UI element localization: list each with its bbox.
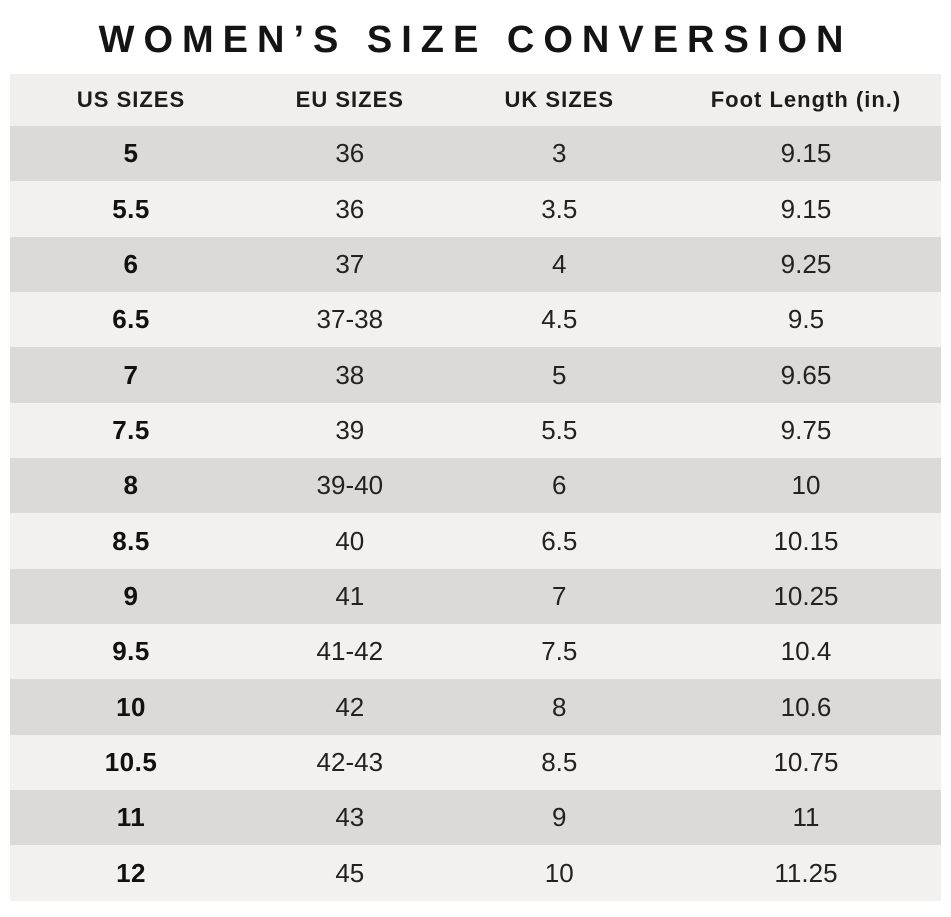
- table-row: 10 42 8 10.6: [10, 679, 941, 735]
- uk-size-cell: 5: [552, 359, 567, 390]
- uk-size-cell: 7.5: [541, 636, 578, 667]
- column-header-uk: UK SIZES: [504, 87, 614, 112]
- foot-length-size-cell: 9.65: [780, 359, 832, 390]
- us-size-cell: 6.5: [112, 304, 150, 335]
- us-size-cell: 7.5: [112, 414, 150, 445]
- table-row: 7 38 5 9.65: [10, 347, 941, 403]
- uk-size-cell: 4.5: [541, 304, 578, 335]
- table-body: 5 36 3 9.15 5.5 36 3.5 9.15 6 37 4 9.25 6.5 37-38 4.5 9…: [10, 126, 941, 901]
- page-title: WOMEN’S SIZE CONVERSION: [98, 19, 853, 61]
- eu-size-cell: 45: [335, 857, 365, 888]
- eu-size-cell: 36: [335, 138, 365, 169]
- uk-size-cell: 7: [552, 580, 567, 611]
- eu-size-cell: 41: [335, 580, 365, 611]
- eu-size-cell: 42: [335, 691, 365, 722]
- uk-size-cell: 6.5: [541, 525, 578, 556]
- uk-size-cell: 8.5: [541, 746, 578, 777]
- foot-length-size-cell: 10.15: [773, 525, 839, 556]
- eu-size-cell: 36: [335, 193, 365, 224]
- table-row: 8 39-40 6 10: [10, 458, 941, 514]
- us-size-cell: 10: [116, 691, 146, 722]
- uk-size-cell: 8: [552, 691, 567, 722]
- table-row: 6 37 4 9.25: [10, 236, 941, 293]
- eu-size-cell: 42-43: [316, 746, 384, 777]
- foot-length-size-cell: 10.6: [780, 691, 832, 722]
- uk-size-cell: 3: [552, 138, 567, 169]
- uk-size-cell: 9: [552, 802, 567, 833]
- table-row: 5.5 36 3.5 9.15: [10, 181, 941, 237]
- table-row: 7.5 39 5.5 9.75: [10, 402, 941, 459]
- us-size-cell: 5.5: [112, 193, 150, 224]
- table-row: 9.5 41-42 7.5 10.4: [10, 624, 941, 680]
- foot-length-size-cell: 11.25: [774, 857, 838, 888]
- eu-size-cell: 37-38: [316, 304, 384, 335]
- eu-size-cell: 38: [335, 359, 365, 390]
- table-row: 6.5 37-38 4.5 9.5: [10, 292, 941, 348]
- eu-size-cell: 39-40: [316, 470, 384, 501]
- eu-size-cell: 39: [335, 414, 365, 445]
- table-row: 8.5 40 6.5 10.15: [10, 513, 941, 569]
- foot-length-size-cell: 9.15: [780, 138, 832, 169]
- table-row: 5 36 3 9.15: [10, 126, 941, 182]
- uk-size-cell: 4: [552, 248, 567, 279]
- column-header-foot-length: Foot Length (in.): [710, 87, 902, 112]
- foot-length-size-cell: 9.5: [787, 304, 825, 335]
- us-size-cell: 10.5: [104, 746, 158, 777]
- eu-size-cell: 43: [335, 802, 365, 833]
- table-row: 11 43 9 11: [10, 790, 941, 846]
- eu-size-cell: 41-42: [316, 636, 384, 667]
- uk-size-cell: 3.5: [541, 193, 578, 224]
- foot-length-size-cell: 9.25: [780, 248, 832, 279]
- us-size-cell: 8: [123, 470, 139, 501]
- us-size-cell: 8.5: [112, 525, 150, 556]
- uk-size-cell: 5.5: [541, 414, 578, 445]
- foot-length-size-cell: 11: [792, 802, 820, 833]
- table-row: 10.5 42-43 8.5 10.75: [10, 734, 941, 791]
- foot-length-size-cell: 9.75: [780, 414, 832, 445]
- eu-size-cell: 40: [335, 525, 365, 556]
- table-row: 12 45 10 11.25: [10, 845, 941, 901]
- column-header-eu: EU SIZES: [295, 87, 404, 112]
- table-header-row: US SIZES EU SIZES UK SIZES Foot Length (in.…: [10, 74, 941, 126]
- column-header-us: US SIZES: [76, 87, 186, 112]
- uk-size-cell: 10: [544, 857, 574, 888]
- us-size-cell: 9: [123, 580, 139, 611]
- size-conversion-table: US SIZES EU SIZES UK SIZES Foot Length (in.…: [10, 74, 941, 901]
- us-size-cell: 12: [116, 857, 146, 888]
- table-row: 9 41 7 10.25: [10, 568, 941, 625]
- eu-size-cell: 37: [335, 248, 365, 279]
- foot-length-size-cell: 9.15: [780, 193, 832, 224]
- us-size-cell: 5: [123, 138, 139, 169]
- foot-length-size-cell: 10.25: [773, 580, 839, 611]
- foot-length-size-cell: 10: [791, 470, 821, 501]
- us-size-cell: 11: [116, 802, 146, 833]
- foot-length-size-cell: 10.4: [780, 636, 832, 667]
- us-size-cell: 7: [123, 359, 139, 390]
- us-size-cell: 6: [123, 248, 139, 279]
- uk-size-cell: 6: [552, 470, 567, 501]
- foot-length-size-cell: 10.75: [773, 746, 839, 777]
- us-size-cell: 9.5: [112, 636, 150, 667]
